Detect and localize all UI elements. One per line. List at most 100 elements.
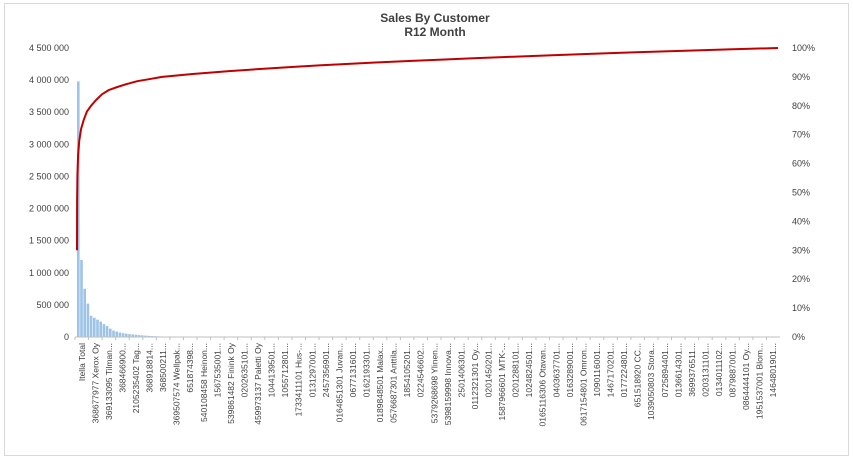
x-tick-label: 368500211... [158,343,168,392]
x-tick-label: 1854105201... [402,343,412,397]
cumulative-line-series [76,47,779,251]
x-tick-label: 1055712801... [280,343,290,397]
x-tick-label: 0617154801 Omron... [578,343,588,426]
y-axis-right: 0% 10% 20% 30% 40% 50% 60% 70% 80% 90% 100% [792,43,815,342]
x-tick-label: 369133095 Tilman... [104,343,114,420]
bar [112,330,115,337]
x-tick-label: Itella Total [77,343,87,381]
x-tick-label: 0189848501 Malax... [375,343,385,422]
y2-tick-label: 70% [792,130,810,140]
x-tick-label: 0201450201... [484,343,494,397]
x-tick-label: 0134011102... [714,343,724,396]
x-tick-label: 0163289001... [565,343,575,397]
x-tick-label: 0162193301... [361,343,371,397]
y-axis-left: 0 500 000 1 000 000 1 500 000 2 000 000 2 500… [29,43,69,342]
x-tick-label: 0203131101... [700,343,710,397]
y2-tick-label: 40% [792,216,810,226]
bar [83,288,86,337]
x-tick-label: 0164851301 Juvan... [334,343,344,422]
y2-tick-label: 30% [792,245,810,255]
x-tick-label: 1039050803 Stora... [646,343,656,420]
bar [134,334,138,337]
x-tick-label: 539861482 Finink Oy [226,342,236,424]
x-tick-label: 0131297001... [307,343,317,397]
x-tick-label: 1951537001 Blom... [755,343,765,419]
bar [93,317,96,337]
x-tick-label: 0576687301 Anttila... [389,343,399,423]
bar [115,331,118,337]
bar [147,335,150,337]
x-tick-label: 368466900... [117,343,127,393]
bar [131,334,134,337]
bar [89,315,93,337]
bar [77,81,80,337]
bar [102,324,106,337]
x-tick-label: 0725894401... [660,343,670,397]
y2-tick-label: 90% [792,72,810,82]
y2-tick-label: 100% [792,43,815,53]
x-tick-label: 1587966601 MTK-... [497,343,507,421]
y-tick-label: 500 000 [36,300,69,310]
x-tick-label: 1024824501... [524,343,534,397]
bar [109,328,112,337]
y2-tick-label: 10% [792,303,810,313]
bar [141,335,144,337]
x-tick-label: 0202635101... [239,343,249,397]
bar [125,333,128,337]
y-tick-label: 2 500 000 [29,171,69,181]
x-tick-label: 1567535001... [212,343,222,397]
bar [86,303,90,337]
y-tick-label: 1 000 000 [29,268,69,278]
x-tick-label: 651874398... [185,343,195,393]
x-tick-label: 651518920 CC... [633,343,643,407]
bar [99,321,102,337]
chart-frame: Sales By Customer R12 Month 0 500 000 1 00… [4,3,849,456]
bar [144,335,147,337]
y-tick-label: 3 000 000 [29,139,69,149]
chart-title: Sales By Customer [380,11,490,25]
y-tick-label: 0 [64,332,69,342]
x-tick-label: 1464801901... [768,343,778,397]
x-tick-label: 368918814... [145,343,155,393]
x-tick-label: 0165116306 Otavan... [538,343,548,427]
x-tick-label: 1090116001... [592,343,602,397]
bar [96,319,99,337]
x-tick-label: 1733411101 Hus-... [294,343,304,416]
y-tick-label: 2 000 000 [29,204,69,214]
x-tick-label: 368677977 Xerox Oy [90,342,100,423]
x-tick-label: 0136614301... [673,343,683,397]
x-tick-label: 540108458 Heinon... [199,343,209,422]
x-tick-label: 459973137 Paletti Oy [253,342,263,425]
y-tick-label: 3 500 000 [29,107,69,117]
pareto-chart: Sales By Customer R12 Month 0 500 000 1 00… [29,11,815,427]
y2-tick-label: 50% [792,188,810,198]
y2-tick-label: 0% [792,332,805,342]
bar-series [77,81,166,337]
x-tick-label: 0879887001... [728,343,738,397]
bar [118,332,122,337]
x-tick-label: 2501406301... [456,343,466,397]
x-tick-label: 0224546602... [416,343,426,397]
bar [121,333,125,337]
y-tick-label: 4 000 000 [29,75,69,85]
y2-tick-label: 20% [792,274,810,284]
bar [80,259,83,337]
y2-tick-label: 80% [792,101,810,111]
x-tick-label: 0112321301 Oy... [470,343,480,409]
x-tick-label: 0403637701... [551,343,561,397]
y2-tick-label: 60% [792,159,810,169]
x-tick-label: 0864444101 Oy... [741,343,751,410]
x-tick-label: 1467170201... [606,343,616,397]
bar [128,334,131,337]
x-tick-label: 5398159998 Innova... [443,343,453,425]
chart-subtitle: R12 Month [404,25,465,39]
x-tick-label: 369507574 Wellpak... [172,343,182,425]
cumulative-line [76,47,779,251]
x-tick-label: 2105235402 Tag... [131,343,141,413]
y-tick-label: 1 500 000 [29,236,69,246]
x-axis: Itella Total 368677977 Xerox Oy 369133095 … [74,336,780,427]
x-tick-label: 5379268698 Ylinen... [429,343,439,423]
x-tick-label: 2457356901... [321,343,331,397]
x-tick-label: 1044139501... [267,343,277,397]
x-tick-label: 0201288101... [511,343,521,397]
